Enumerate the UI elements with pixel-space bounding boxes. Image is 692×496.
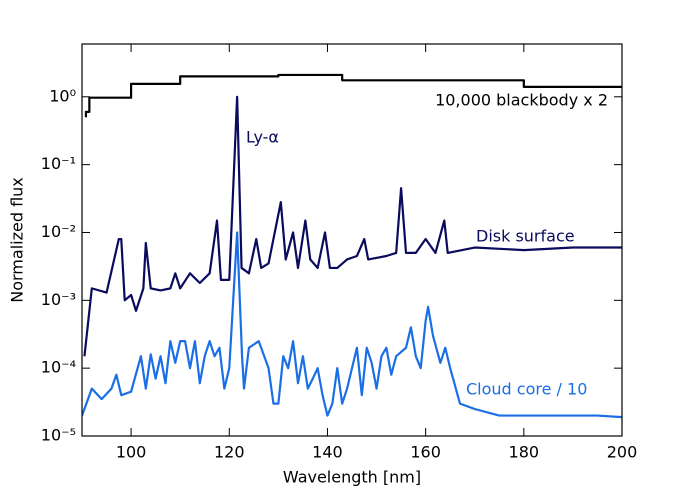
- plot-frame: [81, 43, 623, 437]
- series-label: Cloud core / 10: [466, 380, 587, 399]
- x-tick-label: 140: [312, 443, 343, 462]
- x-tick-label: 120: [214, 443, 245, 462]
- series-line: [84, 73, 622, 118]
- y-axis-label: Normalized flux: [8, 177, 27, 303]
- series-label: Disk surface: [476, 227, 575, 246]
- x-tick-label: 180: [509, 443, 540, 462]
- series-label: 10,000 blackbody x 2: [435, 91, 608, 110]
- y-tick-label: 10⁻⁴: [41, 358, 76, 377]
- y-tick-label: 10⁻¹: [41, 154, 76, 173]
- y-tick-label: 10⁻³: [41, 290, 76, 309]
- y-tick-label: 10⁰: [49, 86, 76, 105]
- x-tick-label: 200: [607, 443, 638, 462]
- x-tick-label: 100: [116, 443, 147, 462]
- y-tick-label: 10⁻²: [41, 222, 76, 241]
- x-axis-label: Wavelength [nm]: [283, 468, 421, 487]
- x-tick-label: 160: [410, 443, 441, 462]
- annotation: Ly-α: [246, 128, 279, 147]
- series-line: [83, 95, 622, 357]
- y-tick-label: 10⁻⁵: [41, 426, 76, 445]
- series-line: [82, 231, 622, 419]
